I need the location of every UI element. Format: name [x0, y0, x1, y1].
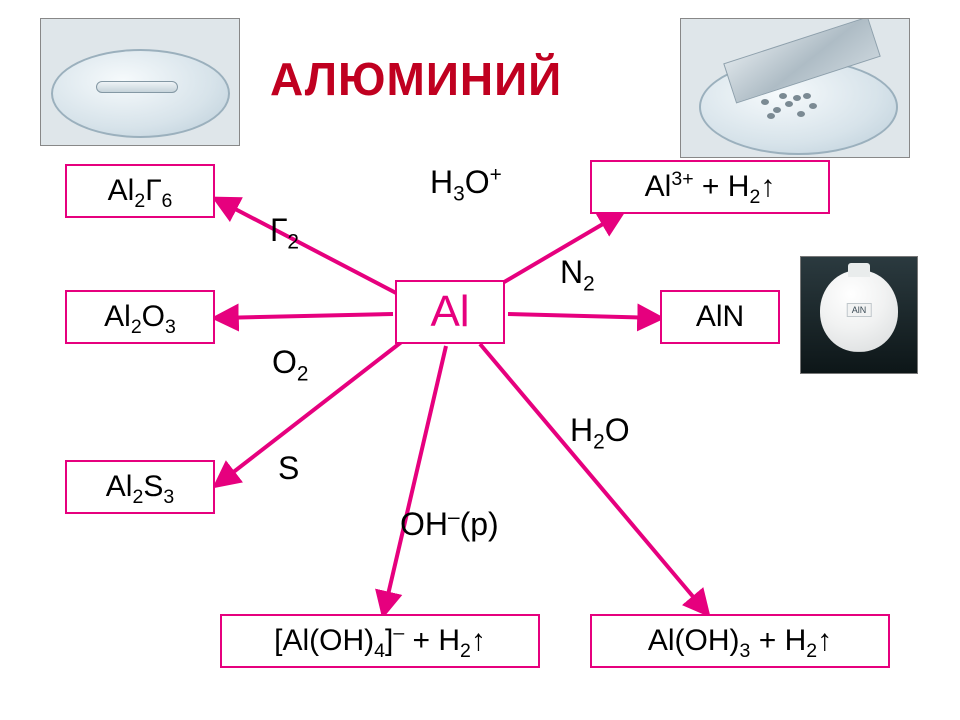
node-aln: AlN	[660, 290, 780, 344]
node-aloh4: [Al(OH)4]– + H2↑	[220, 614, 540, 668]
node-al2g6: Al2Г6	[65, 164, 215, 218]
arrow-aloh4	[384, 346, 446, 612]
node-al2o3: Al2O3	[65, 290, 215, 344]
edge-label-h3o: H3O+	[430, 164, 502, 201]
edge-label-h2o: H2O	[570, 412, 630, 449]
edge-label-o2: O2	[272, 344, 308, 381]
arrow-al3h2	[494, 214, 620, 288]
photo-strip	[680, 18, 910, 158]
photo-powder: AlN	[800, 256, 918, 374]
edge-label-n2: N2	[560, 254, 595, 291]
photo-ampoule	[40, 18, 240, 146]
edge-label-ohp: OH–(р)	[400, 506, 499, 543]
center-node-al: Al	[395, 280, 505, 344]
node-al3h2: Al3+ + H2↑	[590, 160, 830, 214]
arrow-al2s3	[218, 340, 404, 484]
node-aloh3: Al(OH)3 + H2↑	[590, 614, 890, 668]
arrow-aln	[508, 314, 658, 318]
flask-label: AlN	[847, 303, 872, 317]
edge-label-g2: Г2	[270, 212, 299, 249]
arrow-al2o3	[218, 314, 393, 318]
arrow-aloh3	[480, 344, 706, 612]
diagram-canvas: АЛЮМИНИЙ AlN Al Al2Г6Al2O3Al2S3Al3+	[0, 0, 960, 720]
arrow-al2g6	[218, 200, 398, 294]
edge-label-s: S	[278, 450, 299, 487]
node-al2s3: Al2S3	[65, 460, 215, 514]
page-title: АЛЮМИНИЙ	[270, 52, 562, 106]
